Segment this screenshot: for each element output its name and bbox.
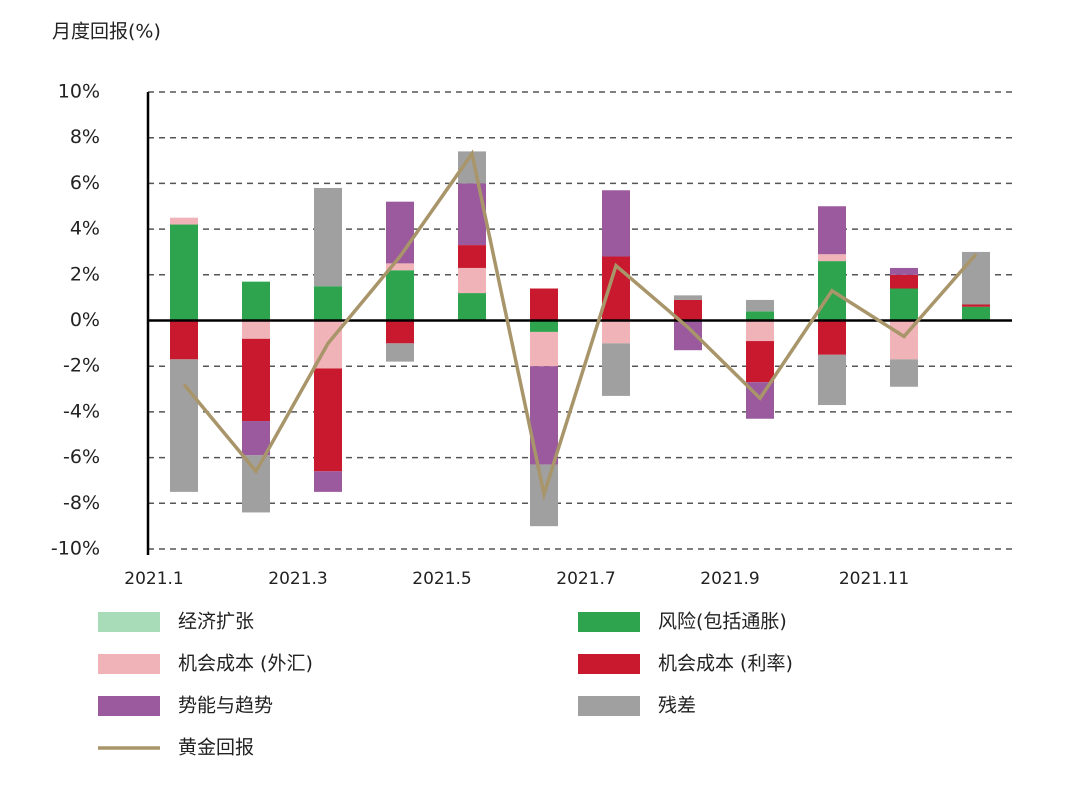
x-tick-label: 2021.3 xyxy=(268,569,327,589)
legend-swatch xyxy=(578,612,640,632)
x-tick-label: 2021.5 xyxy=(412,569,471,589)
y-tick-label: 2% xyxy=(70,263,100,285)
y-axis-label: 月度回报(%) xyxy=(52,21,161,43)
legend-label: 机会成本 (外汇) xyxy=(178,653,313,675)
bar-segment xyxy=(818,320,846,355)
y-tick-label: 0% xyxy=(70,309,100,331)
bar-segment xyxy=(242,338,270,422)
bar-segment xyxy=(962,306,990,321)
x-tick-label: 2021.11 xyxy=(839,569,909,589)
bar-segment xyxy=(314,368,342,472)
legend-swatch xyxy=(578,696,640,716)
bar-segment xyxy=(746,320,774,342)
bar-segment xyxy=(674,295,702,300)
y-tick-label: 6% xyxy=(70,172,100,194)
legend-label: 风险(包括通胀) xyxy=(658,611,787,633)
bar-segment xyxy=(962,304,990,307)
legend-swatch xyxy=(578,654,640,674)
bar-segment xyxy=(458,267,486,294)
bar-segment xyxy=(386,270,414,321)
x-tick-label: 2021.9 xyxy=(700,569,759,589)
bar-segment xyxy=(386,343,414,362)
bar-segment xyxy=(602,190,630,257)
bar-segment xyxy=(242,281,270,321)
bar-segment xyxy=(746,299,774,312)
bar-segment xyxy=(602,320,630,344)
bar-segment xyxy=(314,471,342,492)
bar-segment xyxy=(314,187,342,287)
gold-line xyxy=(182,149,978,502)
bar-segment xyxy=(890,267,918,275)
bar-segment xyxy=(530,288,558,321)
y-tick-label: 8% xyxy=(70,126,100,148)
bar-segment xyxy=(818,354,846,406)
bar-segment xyxy=(242,421,270,456)
bar-segment xyxy=(314,286,342,321)
legend-swatch xyxy=(98,654,160,674)
bar-segment xyxy=(890,359,918,387)
bar-segment xyxy=(458,293,486,321)
bar-segment xyxy=(530,320,558,332)
x-tick-label: 2021.1 xyxy=(124,569,183,589)
bar-segment xyxy=(458,245,486,268)
legend-label: 黄金回报 xyxy=(178,737,254,759)
bar-segment xyxy=(386,263,414,271)
bar-segment xyxy=(386,201,414,264)
y-tick-label: 10% xyxy=(58,81,100,103)
y-tick-label: -8% xyxy=(63,492,100,514)
bar-segment xyxy=(746,341,774,383)
y-tick-label: -6% xyxy=(63,446,100,468)
bar-segment xyxy=(170,359,198,492)
bar-segment xyxy=(242,455,270,513)
legend-label: 残差 xyxy=(658,695,696,717)
bar-segment xyxy=(818,206,846,255)
bar-segment xyxy=(890,274,918,289)
y-tick-label: -10% xyxy=(51,538,100,560)
bar-segment xyxy=(890,288,918,321)
y-tick-label: -4% xyxy=(63,400,100,422)
legend-label: 机会成本 (利率) xyxy=(658,653,793,675)
bar-segment xyxy=(818,254,846,262)
legend-label: 势能与趋势 xyxy=(178,695,273,717)
legend-swatch xyxy=(98,612,160,632)
y-tick-label: 4% xyxy=(70,218,100,240)
bar-segment xyxy=(530,331,558,367)
bar-segment xyxy=(746,311,774,321)
legend-swatch xyxy=(98,696,160,716)
bar-segment xyxy=(242,320,270,339)
bar-segment xyxy=(170,217,198,225)
bar-segment xyxy=(674,299,702,321)
x-tick-label: 2021.7 xyxy=(556,569,615,589)
bar-segment xyxy=(962,251,990,305)
legend-label: 经济扩张 xyxy=(178,611,254,633)
bar-segment xyxy=(602,343,630,396)
bar-segment xyxy=(386,320,414,344)
bar-segment xyxy=(170,320,198,360)
y-tick-label: -2% xyxy=(63,355,100,377)
bar-segment xyxy=(170,224,198,321)
